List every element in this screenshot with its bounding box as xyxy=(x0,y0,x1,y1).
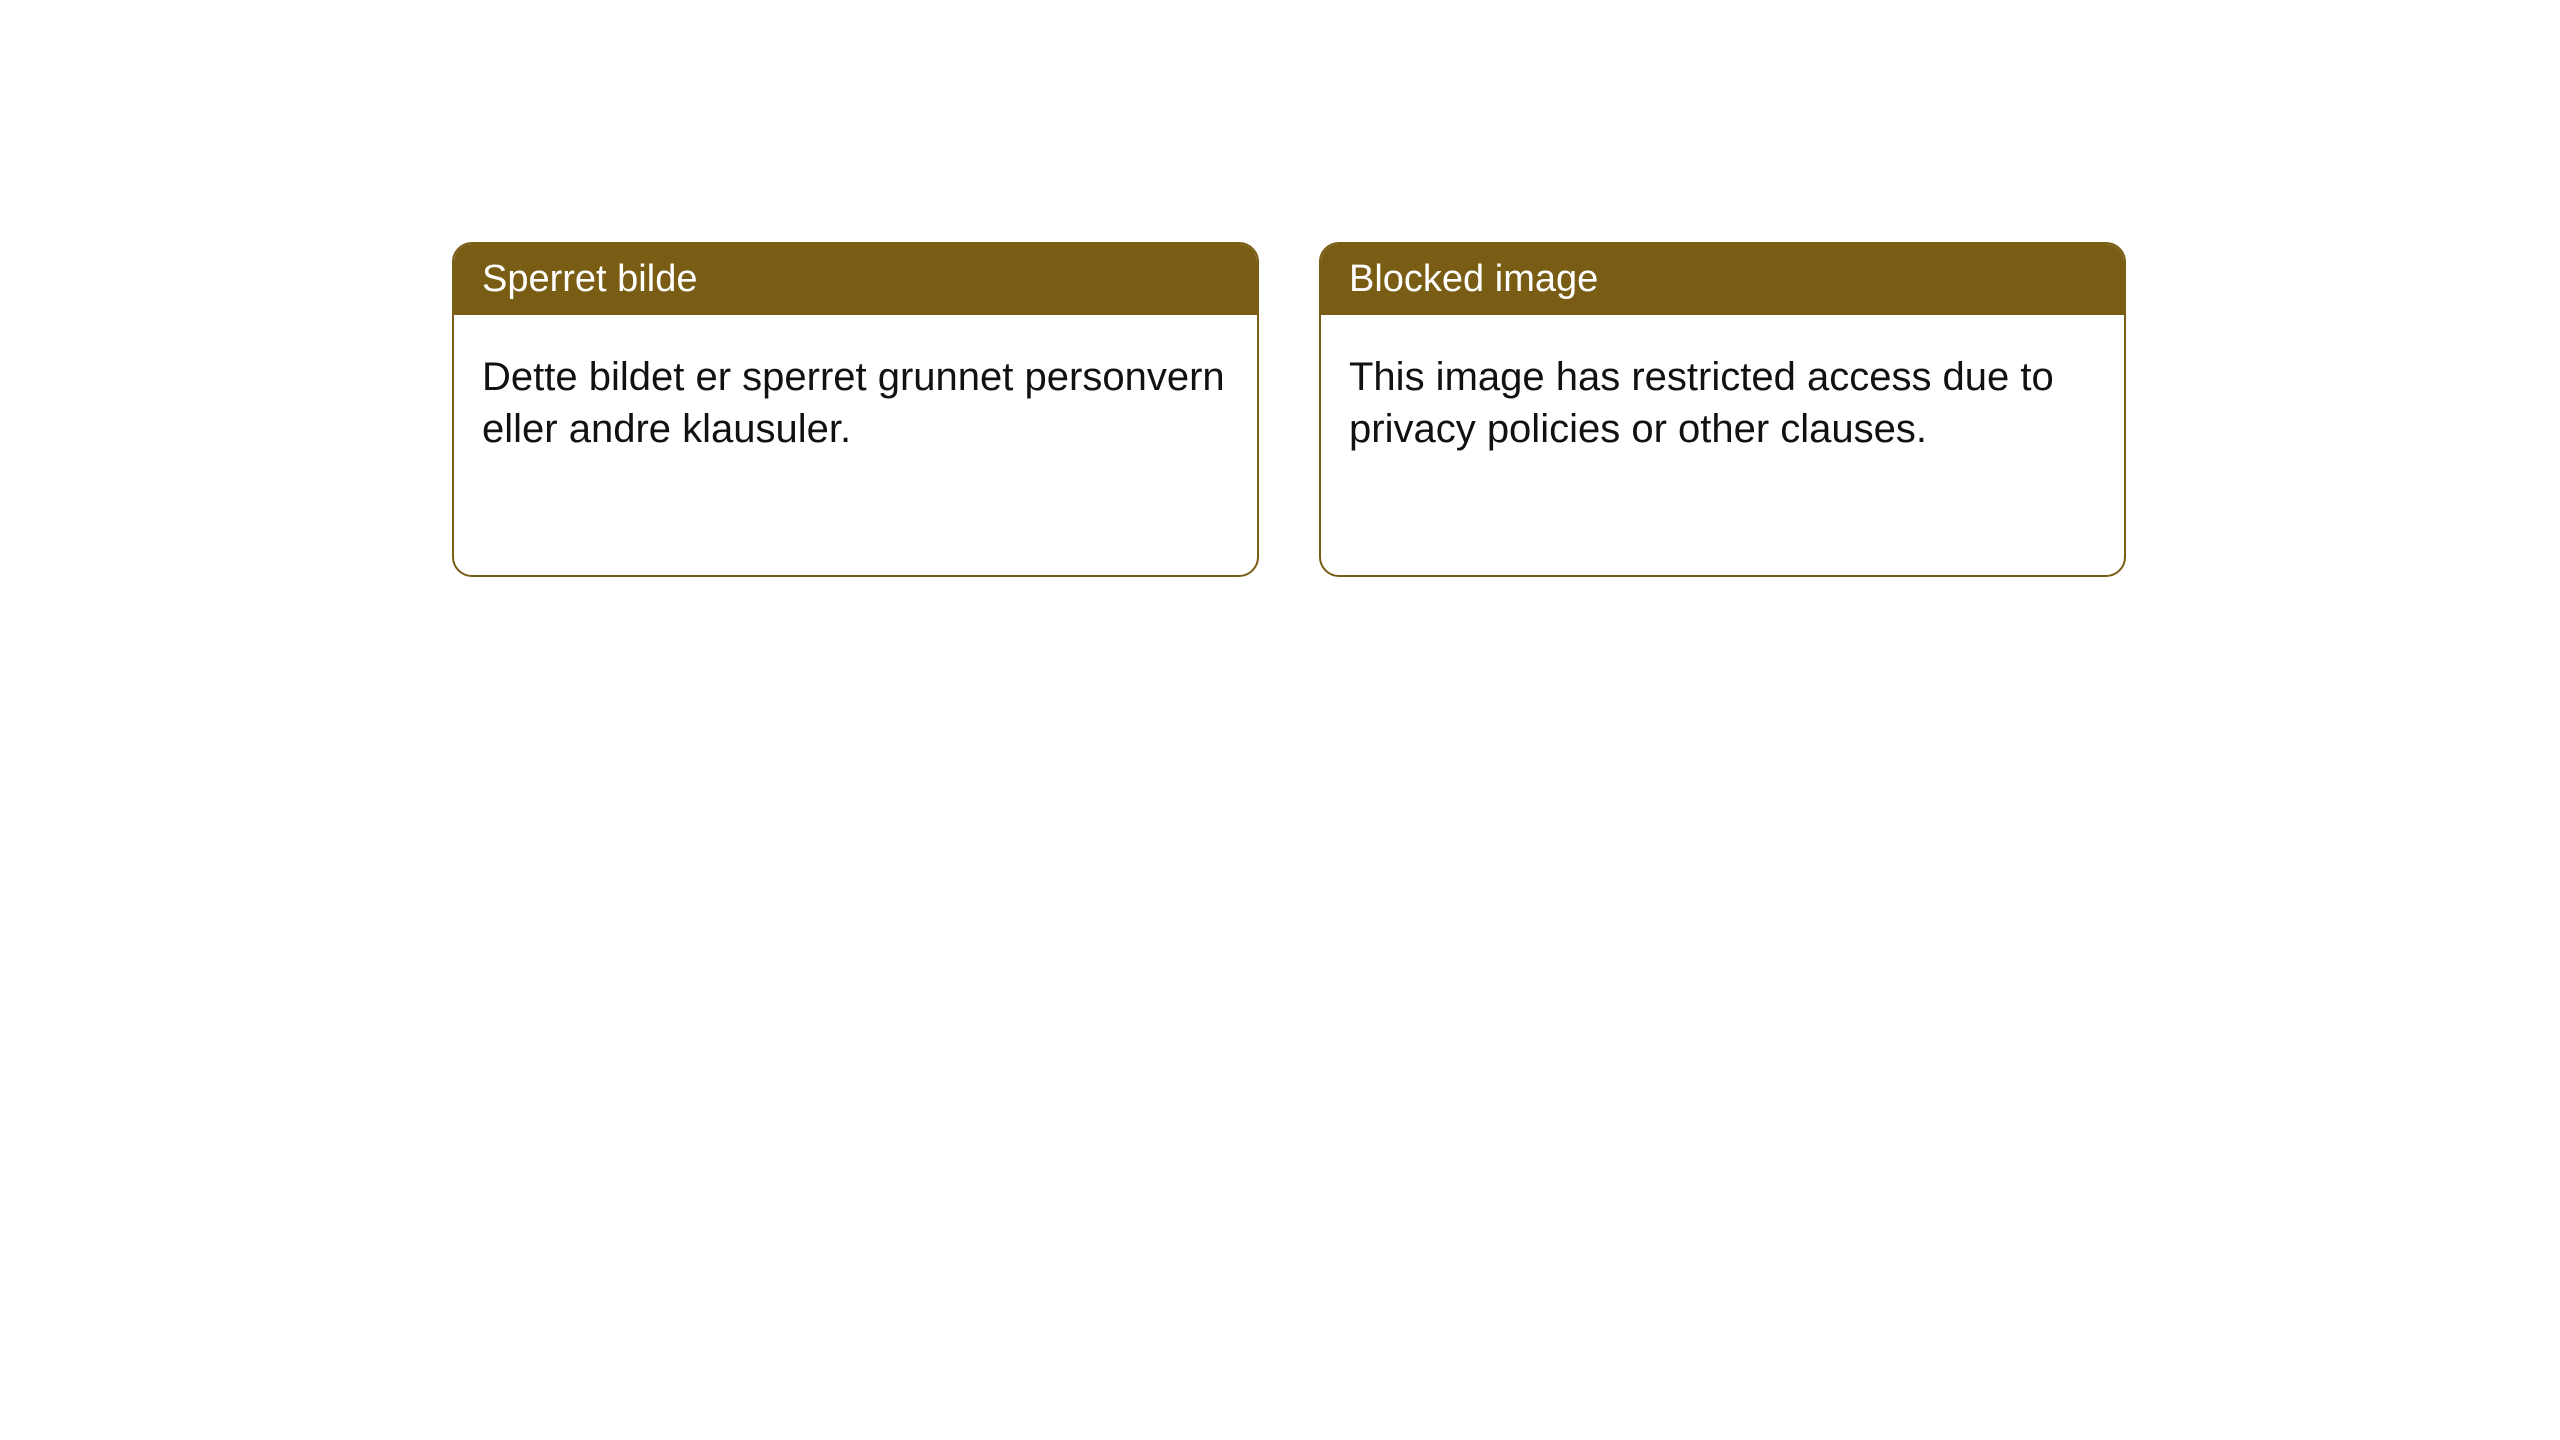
card-title: Sperret bilde xyxy=(482,258,697,300)
card-body-text: Dette bildet er sperret grunnet personve… xyxy=(482,355,1225,451)
card-title: Blocked image xyxy=(1349,258,1598,300)
card-body: Dette bildet er sperret grunnet personve… xyxy=(454,315,1257,491)
card-body-text: This image has restricted access due to … xyxy=(1349,355,2054,451)
notice-card-norwegian: Sperret bilde Dette bildet er sperret gr… xyxy=(452,242,1259,577)
notice-container: Sperret bilde Dette bildet er sperret gr… xyxy=(0,0,2560,577)
notice-card-english: Blocked image This image has restricted … xyxy=(1319,242,2126,577)
card-header: Blocked image xyxy=(1321,244,2124,315)
card-header: Sperret bilde xyxy=(454,244,1257,315)
card-body: This image has restricted access due to … xyxy=(1321,315,2124,491)
